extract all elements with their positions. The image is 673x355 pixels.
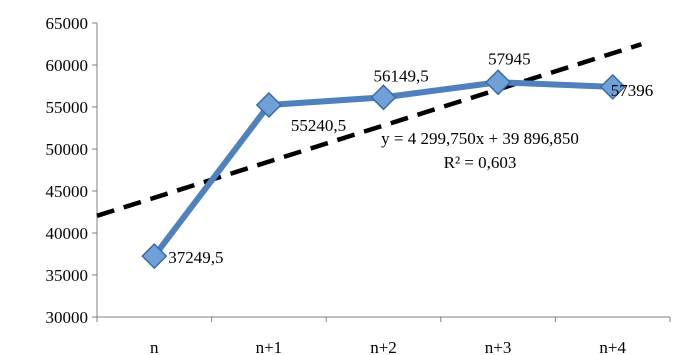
x-tick-label: n+4 [599, 338, 626, 355]
data-label: 56149,5 [374, 66, 429, 85]
data-label: 57396 [611, 81, 654, 100]
y-tick-label: 30000 [46, 308, 89, 327]
y-tick-label: 60000 [46, 56, 89, 75]
trendline-line [96, 42, 643, 218]
series-line-group [141, 69, 626, 270]
data-label: 55240,5 [291, 116, 346, 135]
x-axis: n n+1 n+2 n+3 n+4 [96, 316, 671, 355]
trendline [96, 42, 643, 218]
x-tick-label: n+1 [256, 338, 283, 355]
x-tick-label: n [150, 338, 159, 355]
y-tick-label: 50000 [46, 140, 89, 159]
y-tick-label: 45000 [46, 182, 89, 201]
data-point-marker [255, 91, 282, 119]
trendline-equation: y = 4 299,750x + 39 896,850 [381, 129, 579, 148]
x-tick-label: n+2 [370, 338, 397, 355]
y-tick-label: 40000 [46, 224, 89, 243]
data-point-marker [141, 243, 168, 270]
y-axis: 30000 35000 40000 45000 50000 55000 60000 65000 [46, 14, 98, 327]
x-tick-label: n+3 [485, 338, 512, 355]
trendline-r2: R² = 0,603 [444, 153, 517, 172]
data-labels: 37249,5 55240,5 56149,5 57945 57396 [168, 49, 653, 267]
y-tick-label: 65000 [46, 14, 89, 33]
y-tick-label: 35000 [46, 266, 89, 285]
data-point-marker [485, 69, 512, 96]
data-label: 57945 [488, 49, 530, 68]
data-label: 37249,5 [168, 248, 223, 267]
data-point-marker [599, 73, 626, 100]
data-point-marker [370, 84, 397, 111]
y-tick-label: 55000 [46, 98, 89, 117]
